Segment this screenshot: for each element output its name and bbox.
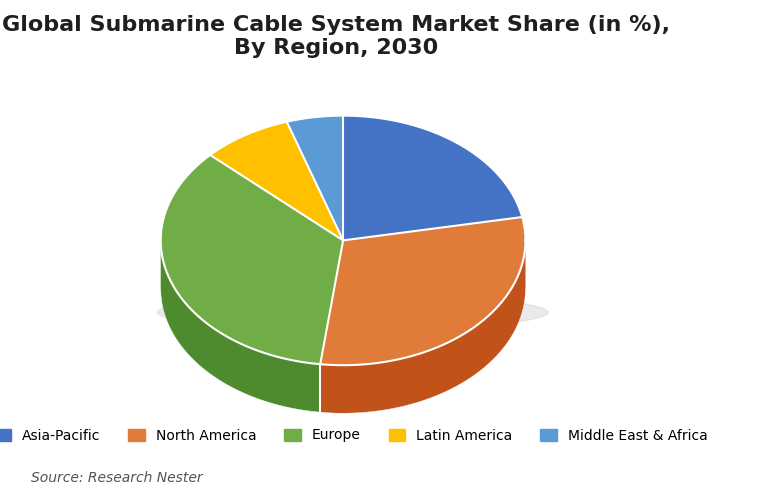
Text: Global Submarine Cable System Market Share (in %),
By Region, 2030: Global Submarine Cable System Market Sha… — [2, 15, 670, 58]
Polygon shape — [161, 242, 320, 412]
Legend: Asia-Pacific, North America, Europe, Latin America, Middle East & Africa: Asia-Pacific, North America, Europe, Lat… — [0, 423, 713, 448]
Ellipse shape — [157, 295, 548, 330]
Polygon shape — [161, 155, 343, 364]
Text: Source: Research Nester: Source: Research Nester — [31, 471, 202, 485]
Polygon shape — [287, 116, 343, 240]
Polygon shape — [343, 116, 522, 240]
Polygon shape — [320, 240, 526, 413]
Polygon shape — [320, 217, 526, 365]
Polygon shape — [210, 122, 343, 240]
